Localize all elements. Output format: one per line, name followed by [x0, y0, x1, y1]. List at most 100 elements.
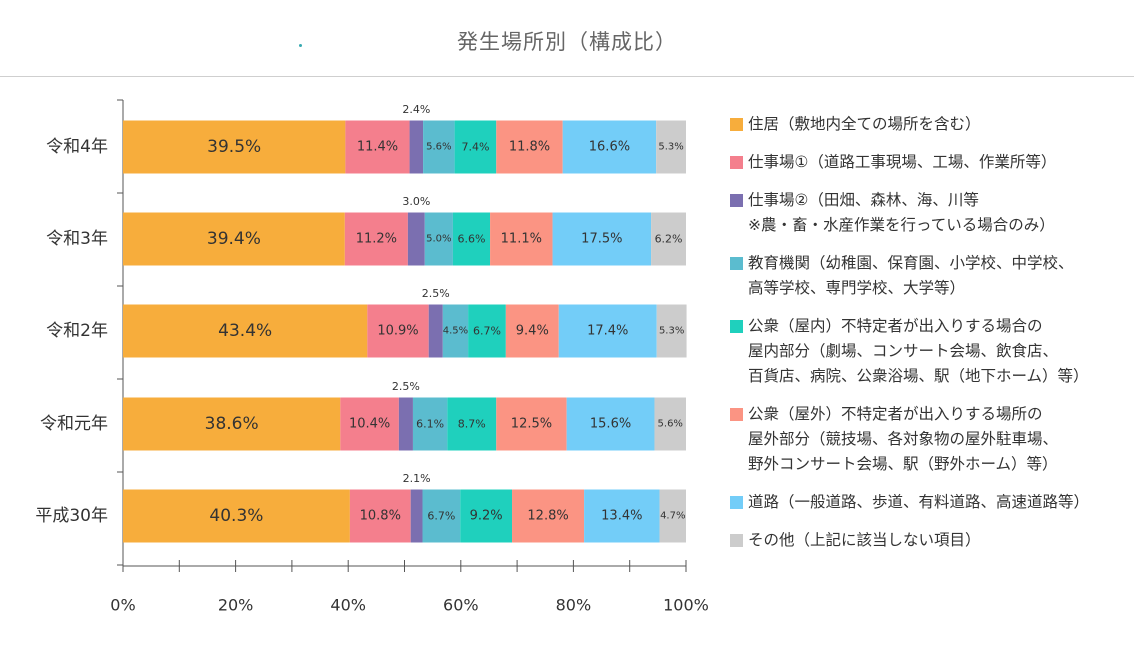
data-label: 16.6% — [589, 140, 630, 155]
data-label: 10.9% — [377, 324, 418, 339]
bar-segment — [552, 212, 652, 266]
data-label: 11.4% — [357, 140, 398, 155]
data-label: 15.6% — [590, 417, 631, 432]
data-label: 6.2% — [655, 233, 683, 246]
data-label: 17.4% — [587, 324, 628, 339]
bar-segment — [424, 212, 453, 266]
bar-segment — [656, 304, 687, 358]
bar-segment — [566, 397, 655, 451]
data-label: 11.2% — [356, 232, 397, 247]
category-label: 令和4年 — [46, 137, 108, 157]
data-label: 5.6% — [658, 419, 683, 430]
bar-segment — [123, 212, 345, 266]
x-tick-label: 80% — [556, 596, 592, 615]
legend-swatch — [730, 534, 743, 547]
data-label: 2.4% — [402, 103, 430, 116]
data-label: 2.1% — [403, 472, 431, 485]
bar-segment — [428, 304, 443, 358]
data-label: 10.4% — [349, 417, 390, 432]
chart-title: 発生場所別（構成比） — [457, 30, 677, 54]
category-label: 令和3年 — [46, 229, 108, 249]
category-label: 令和元年 — [40, 414, 108, 434]
legend-swatch — [730, 118, 743, 131]
legend-swatch — [730, 156, 743, 169]
bar-segment — [349, 489, 411, 543]
bar-segment — [447, 397, 497, 451]
accent-dot — [299, 44, 302, 47]
data-label: 12.8% — [527, 509, 568, 524]
bar-segment — [584, 489, 660, 543]
data-label: 12.5% — [511, 417, 552, 432]
legend-swatch — [730, 496, 743, 509]
bar-segment — [410, 489, 423, 543]
bar-segment — [452, 212, 491, 266]
data-label: 8.7% — [458, 418, 486, 431]
legend-label: 仕事場②（田畑、森林、海、川等 ※農・畜・水産作業を行っている場合のみ） — [748, 191, 1055, 234]
bar-segment — [123, 397, 341, 451]
bar-segment — [558, 304, 657, 358]
bar-segment — [490, 212, 553, 266]
legend-label: 公衆（屋外）不特定者が出入りする場所の 屋外部分（競技場、各対象物の屋外駐車場、… — [748, 405, 1059, 473]
data-label: 11.8% — [509, 140, 550, 155]
bar-segment — [562, 120, 657, 174]
data-label: 2.5% — [422, 287, 450, 300]
data-label: 43.4% — [218, 321, 272, 341]
bar-segment — [442, 304, 469, 358]
bar-segment — [123, 120, 346, 174]
legend-label: 住居（敷地内全ての場所を含む） — [748, 115, 981, 133]
legend-swatch — [730, 320, 743, 333]
bar-segment — [412, 397, 448, 451]
legend-swatch — [730, 194, 743, 207]
data-label: 39.5% — [207, 137, 261, 157]
bar-segment — [496, 120, 563, 174]
data-label: 6.7% — [473, 325, 501, 338]
category-label: 令和2年 — [46, 321, 108, 341]
bar-segment — [656, 120, 686, 174]
data-label: 39.4% — [207, 229, 261, 249]
data-label: 3.0% — [402, 195, 430, 208]
legend-label: 教育機関（幼稚園、保育園、小学校、中学校、 高等学校、専門学校、大学等） — [748, 254, 1074, 297]
x-tick-label: 60% — [443, 596, 479, 615]
bar-segment — [659, 489, 686, 543]
legend-label: その他（上記に該当しない項目） — [748, 531, 981, 549]
stacked-bar-chart: 0% 20% 40% 60% 80% 100% 令和4年 39.5% 11.4% 2.4% 5.6%… — [35, 99, 709, 615]
x-tick-label: 0% — [110, 596, 135, 615]
bar-segment — [340, 397, 399, 451]
data-label: 11.1% — [501, 232, 542, 247]
x-tick-label: 40% — [330, 596, 366, 615]
chart-header: 発生場所別（構成比） — [0, 0, 1134, 77]
data-label: 4.7% — [660, 511, 685, 522]
data-label: 6.6% — [458, 233, 486, 246]
bar-segment — [407, 212, 425, 266]
bar-segment — [344, 212, 408, 266]
bar-segment — [454, 120, 497, 174]
bar-segment — [651, 212, 686, 266]
data-label: 5.3% — [659, 326, 684, 337]
data-label: 6.7% — [427, 510, 455, 523]
bar-segment — [398, 397, 413, 451]
data-label: 2.5% — [392, 380, 420, 393]
data-label: 13.4% — [601, 509, 642, 524]
legend-label: 公衆（屋内）不特定者が出入りする場合の 屋内部分（劇場、コンサート会場、飲食店、… — [748, 317, 1089, 385]
legend-label: 仕事場①（道路工事現場、工場、作業所等） — [748, 153, 1057, 171]
data-label: 10.8% — [360, 509, 401, 524]
bar-segment — [505, 304, 559, 358]
bar-segment — [123, 304, 368, 358]
bar-segment — [123, 489, 350, 543]
bar-segment — [654, 397, 686, 451]
data-label: 5.3% — [658, 142, 683, 153]
bar-segment — [468, 304, 506, 358]
legend-swatch — [730, 257, 743, 270]
category-label: 平成30年 — [35, 506, 108, 526]
data-label: 5.0% — [426, 234, 451, 245]
data-label: 4.5% — [443, 326, 468, 337]
legend-swatch — [730, 408, 743, 421]
bar-segment — [367, 304, 429, 358]
data-label: 6.1% — [416, 418, 444, 431]
data-label: 9.2% — [470, 509, 503, 524]
bar-segment — [409, 120, 424, 174]
data-label: 40.3% — [209, 506, 263, 526]
x-tick-label: 20% — [218, 596, 254, 615]
bar-segment — [345, 120, 410, 174]
bar-segment — [496, 397, 567, 451]
